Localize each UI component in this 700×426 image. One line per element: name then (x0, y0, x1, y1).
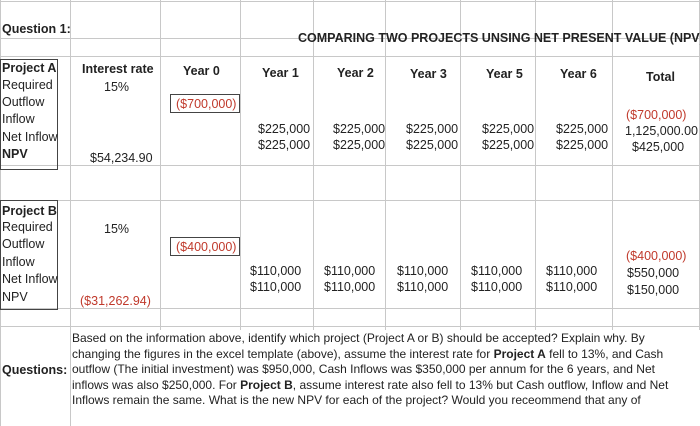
project-a-row-net-inflow: Net Inflow (2, 130, 58, 144)
project-a-net-y2: $225,000 (333, 138, 386, 152)
project-a-outflow-y0-cell[interactable] (170, 94, 240, 113)
header-year0: Year 0 (183, 64, 220, 78)
header-year2: Year 2 (337, 66, 374, 80)
project-a-inflow-y6: $225,000 (556, 122, 609, 136)
project-b-net-y2: $110,000 (324, 280, 376, 294)
question-label: Question 1: (2, 22, 71, 36)
grid-line (0, 326, 700, 327)
project-a-name: Project A (2, 61, 57, 75)
grid-line (0, 308, 700, 309)
project-a-net-y6: $225,000 (556, 138, 609, 152)
project-b-inflow-y1: $110,000 (250, 264, 302, 278)
project-b-inflow-total: $550,000 (627, 266, 680, 280)
project-a-net-y5: $225,000 (482, 138, 535, 152)
project-a-inflow-y5: $225,000 (482, 122, 535, 136)
project-b-inflow-y6: $110,000 (546, 264, 598, 278)
grid-line (70, 0, 71, 426)
project-b-net-y6: $110,000 (546, 280, 598, 294)
questions-text-part-2: fell to 13%, and Cash outflow (The initi… (72, 346, 664, 392)
questions-text: Based on the information above, identify… (72, 331, 672, 409)
project-b-outflow-total: ($400,000) (626, 249, 687, 263)
grid-line (0, 56, 700, 57)
grid-line (0, 200, 700, 201)
project-a-npv: $54,234.90 (90, 151, 153, 165)
project-a-net-total: $425,000 (632, 140, 685, 154)
header-year5: Year 5 (486, 67, 523, 81)
project-a-net-y1: $225,000 (258, 138, 311, 152)
project-b-name: Project B (2, 204, 57, 218)
project-b-outflow-y0: ($400,000) (176, 240, 237, 254)
grid-line (0, 38, 700, 39)
grid-line (160, 0, 161, 330)
project-a-inflow-y2: $225,000 (333, 122, 386, 136)
project-b-row-npv: NPV (2, 290, 28, 304)
grid-line (0, 165, 700, 166)
project-a-row-required: Required (2, 78, 53, 92)
project-b-net-y1: $110,000 (250, 280, 302, 294)
project-b-inflow-y2: $110,000 (324, 264, 376, 278)
header-year6: Year 6 (560, 67, 597, 81)
project-b-row-outflow: Outflow (2, 237, 45, 251)
project-a-outflow-y0: ($700,000) (176, 97, 237, 111)
project-b-net-y5: $110,000 (471, 280, 523, 294)
questions-text-part-1: Based on the information above, identify… (72, 331, 645, 361)
project-b-row-inflow: Inflow (2, 255, 35, 269)
project-b-inflow-y3: $110,000 (397, 264, 449, 278)
header-total: Total (646, 70, 675, 84)
project-a-rate: 15% (104, 80, 130, 94)
grid-line (313, 0, 314, 330)
grid-line (612, 0, 613, 330)
questions-bold-project-b: Project B (240, 377, 293, 392)
project-b-outflow-y0-cell[interactable] (170, 237, 240, 256)
grid-line (460, 0, 461, 330)
project-a-row-outflow: Outflow (2, 95, 45, 109)
header-year1: Year 1 (262, 66, 299, 80)
questions-bold-project-a: Project A (493, 346, 546, 361)
project-b-label-box (0, 200, 58, 310)
grid-line (0, 1, 700, 2)
header-interest-rate: Interest rate (82, 62, 154, 76)
project-a-row-npv: NPV (2, 147, 28, 161)
grid-line (535, 0, 536, 330)
project-b-net-y3: $110,000 (397, 280, 449, 294)
project-b-net-total: $150,000 (627, 283, 680, 297)
project-b-npv: ($31,262.94) (80, 294, 151, 308)
table-title: COMPARING TWO PROJECTS UNSING NET PRESEN… (298, 31, 700, 45)
project-a-inflow-y3: $225,000 (406, 122, 459, 136)
project-a-outflow-total: ($700,000) (626, 108, 687, 122)
project-b-row-net-inflow: Net Inflow (2, 272, 58, 286)
project-b-row-required: Required (2, 220, 53, 234)
questions-text-part-3: , assume interest rate also fell to 13% … (72, 377, 669, 408)
project-a-inflow-total: 1,125,000.00 (625, 124, 698, 138)
project-b-inflow-y5: $110,000 (471, 264, 523, 278)
project-a-row-inflow: Inflow (2, 112, 35, 126)
project-a-label-box (0, 59, 58, 170)
grid-line (240, 0, 241, 330)
project-a-net-y3: $225,000 (406, 138, 459, 152)
project-b-rate: 15% (104, 222, 130, 236)
grid-line (385, 0, 386, 330)
questions-label: Questions: (2, 363, 68, 377)
project-a-inflow-y1: $225,000 (258, 122, 311, 136)
header-year3: Year 3 (410, 67, 447, 81)
